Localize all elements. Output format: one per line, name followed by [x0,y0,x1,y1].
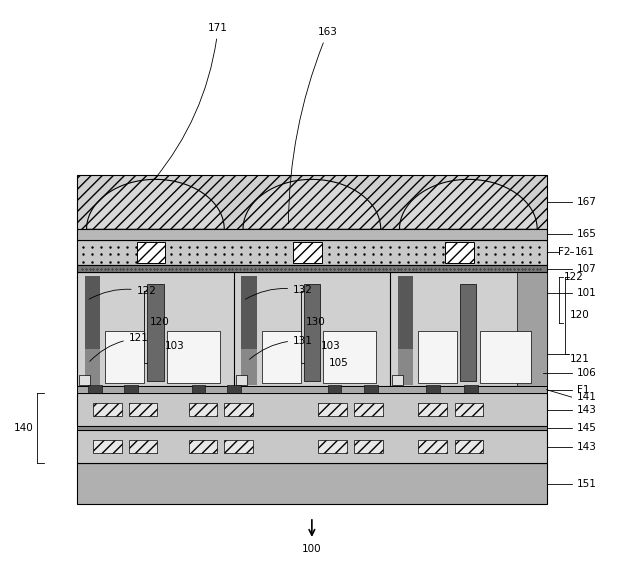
Bar [79,375,90,385]
Bar [77,430,547,463]
Text: 103: 103 [321,342,341,351]
Bar [318,404,347,416]
Text: 103: 103 [165,342,185,351]
Text: 121: 121 [89,334,149,361]
Text: 143: 143 [576,442,597,452]
Bar [293,242,322,263]
Bar [77,265,547,272]
Bar [84,348,100,385]
Text: F1: F1 [576,385,589,394]
Bar [77,386,547,393]
Bar [464,385,478,393]
Bar [398,348,413,385]
Bar [147,283,164,381]
Bar [418,440,447,453]
Bar [84,275,100,350]
Bar [262,331,301,383]
Bar [304,283,320,381]
Text: 106: 106 [576,367,597,378]
Text: 165: 165 [576,229,597,239]
Bar [105,331,144,383]
Text: 131: 131 [249,336,313,359]
Bar [129,440,158,453]
Text: 107: 107 [576,264,597,274]
Text: 141: 141 [576,392,597,402]
Text: 130: 130 [306,317,326,327]
Bar [355,440,383,453]
Bar [77,229,547,240]
Text: 132: 132 [246,285,313,299]
Bar [77,426,547,430]
Bar [77,240,547,265]
Text: 143: 143 [576,405,597,415]
Bar [224,404,253,416]
Bar [137,242,166,263]
Text: 105: 105 [329,358,348,369]
Bar [445,242,474,263]
Bar [188,440,217,453]
Text: 145: 145 [576,423,597,433]
Text: 120: 120 [570,310,590,320]
Polygon shape [243,179,381,229]
Bar [455,440,483,453]
Text: 101: 101 [576,288,597,298]
Text: 100: 100 [302,544,322,554]
Bar [93,440,122,453]
Bar [224,440,253,453]
Text: 120: 120 [149,317,169,327]
Bar [236,375,247,385]
Bar [427,385,440,393]
Bar [188,404,217,416]
Bar [392,375,403,385]
Bar [364,385,377,393]
Text: 151: 151 [576,479,597,489]
Bar [318,440,347,453]
Text: 171: 171 [154,24,228,180]
Bar [88,385,102,393]
Bar [323,331,376,383]
Bar [398,275,413,350]
Bar [129,404,158,416]
Bar [460,283,476,381]
Bar [328,385,341,393]
Bar [77,393,547,426]
Bar [192,385,205,393]
Bar [418,331,457,383]
Bar [167,331,220,383]
Text: 163: 163 [289,28,338,224]
Text: 167: 167 [576,197,597,207]
Bar [77,175,547,229]
Bar [241,348,257,385]
Bar [124,385,138,393]
Bar [77,463,547,504]
Text: 140: 140 [14,423,33,433]
Polygon shape [399,179,537,229]
Bar [517,272,547,386]
Bar [227,385,241,393]
Bar [93,404,122,416]
Bar [77,272,547,386]
Polygon shape [86,179,224,229]
Bar [455,404,483,416]
Text: 122: 122 [89,286,156,299]
Bar [355,404,383,416]
Text: 161: 161 [575,247,595,258]
Text: 122: 122 [563,271,583,282]
Text: 121: 121 [570,354,590,364]
Bar [479,331,531,383]
Bar [241,275,257,350]
Bar [418,404,447,416]
Text: F2: F2 [558,247,570,258]
